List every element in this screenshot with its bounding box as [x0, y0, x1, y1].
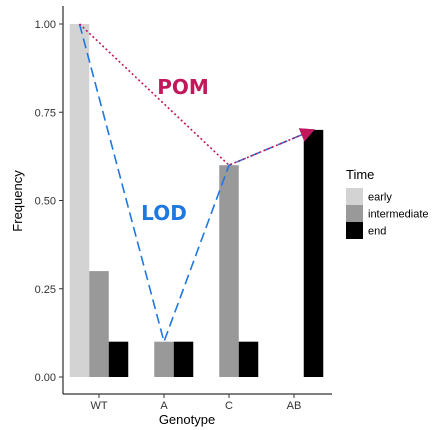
legend: early intermediate end	[346, 188, 429, 239]
legend-label-early: early	[368, 192, 392, 204]
lod-path	[78, 23, 315, 345]
bar-C-end	[238, 341, 259, 377]
x-tick-label: WT	[90, 400, 107, 412]
bar-C-intermediate	[219, 165, 239, 377]
y-tick-label: 0.00	[35, 372, 56, 384]
x-axis-title: Genotype	[159, 412, 215, 427]
x-tick-label: AB	[287, 400, 302, 412]
x-tick-label: A	[160, 400, 168, 412]
bar-WT-intermediate	[89, 271, 109, 377]
legend-key-end	[346, 222, 363, 239]
pom-path	[78, 23, 315, 167]
legend-label-intermediate: intermediate	[368, 209, 429, 221]
bar-WT-end	[108, 341, 129, 377]
bar-A-end	[173, 341, 194, 377]
bar-AB-end	[303, 129, 324, 377]
y-tick-label: 0.25	[35, 284, 56, 296]
legend-key-intermediate	[346, 205, 363, 222]
bar-A-intermediate	[154, 341, 174, 377]
y-tick-label: 0.75	[35, 107, 56, 119]
y-tick-label: 0.50	[35, 196, 56, 208]
y-tick-label: 1.00	[35, 19, 56, 31]
legend-key-early	[346, 188, 363, 205]
pom-label: POM	[157, 75, 209, 99]
legend-label-end: end	[368, 226, 386, 238]
lod-label: LOD	[141, 201, 187, 225]
axes-layer: 0.00 0.25 0.50 0.75 1.00 WT A C AB	[35, 6, 332, 412]
annotation-paths-layer: LOD POM	[78, 23, 315, 345]
bar-WT-early	[69, 24, 90, 377]
legend-title: Time	[346, 167, 374, 182]
x-tick-label: C	[225, 400, 233, 412]
y-axis-title: Frequency	[10, 170, 25, 232]
bars-layer	[69, 24, 324, 377]
